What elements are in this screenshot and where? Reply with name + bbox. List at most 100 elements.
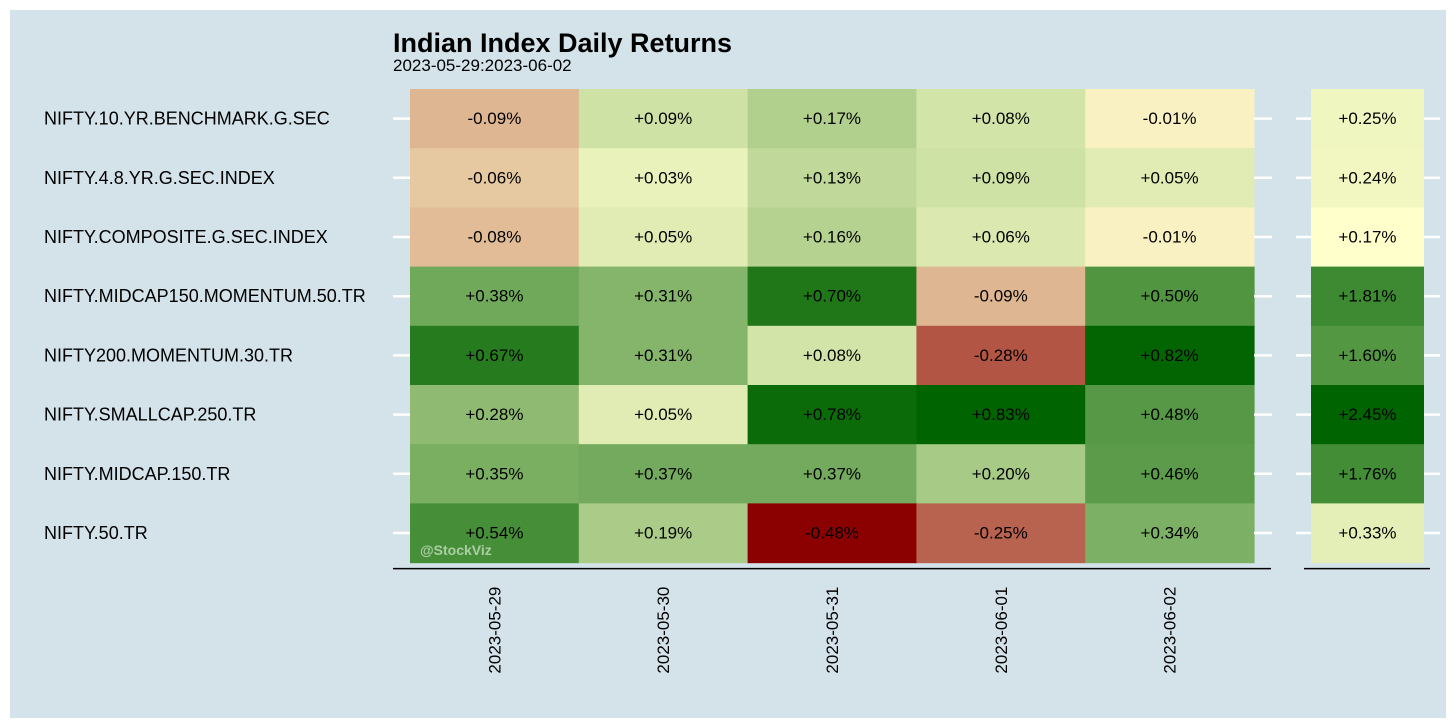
cell-value-label: +0.83% xyxy=(972,405,1030,424)
cell-value-label: -0.28% xyxy=(974,346,1028,365)
total-cell xyxy=(1311,325,1424,386)
chart-subtitle: 2023-05-29:2023-06-02 xyxy=(393,56,572,75)
cell-value-label: +0.05% xyxy=(1141,168,1199,187)
total-value-label: +0.25% xyxy=(1338,109,1396,128)
heatmap-cell xyxy=(578,89,749,149)
cell-value-label: +0.05% xyxy=(634,405,692,424)
row-label: NIFTY.50.TR xyxy=(44,523,148,543)
heatmap-cell xyxy=(916,503,1086,564)
row-label: NIFTY200.MOMENTUM.30.TR xyxy=(44,345,293,365)
x-tick-label: 2023-05-30 xyxy=(654,587,673,674)
axis-lines xyxy=(393,117,1440,570)
total-cell xyxy=(1311,266,1424,327)
heatmap-cell xyxy=(747,148,917,208)
row-label: NIFTY.10.YR.BENCHMARK.G.SEC xyxy=(44,109,330,129)
total-cell xyxy=(1311,89,1424,149)
heatmap-cell xyxy=(1085,444,1255,504)
heatmap-cell xyxy=(410,385,580,445)
cell-value-label: +0.09% xyxy=(634,109,692,128)
heatmap-cell xyxy=(1085,207,1255,268)
total-value-label: +0.24% xyxy=(1338,168,1396,187)
heatmap-cell xyxy=(1085,503,1255,564)
cell-value-label: +0.08% xyxy=(972,109,1030,128)
cell-value-label: +0.37% xyxy=(803,464,861,483)
cell-value-label: +0.05% xyxy=(634,228,692,247)
row-label: NIFTY.MIDCAP.150.TR xyxy=(44,464,230,484)
chart-title: Indian Index Daily Returns xyxy=(393,28,733,58)
heatmap-cell xyxy=(1085,148,1255,208)
cell-value-label: -0.01% xyxy=(1143,228,1197,247)
cell-value-label: +0.82% xyxy=(1141,346,1199,365)
heatmap-cell xyxy=(1085,266,1255,327)
total-value-label: +1.81% xyxy=(1338,287,1396,306)
x-tick-label: 2023-06-02 xyxy=(1161,587,1180,674)
cell-value-label: +0.09% xyxy=(972,168,1030,187)
heatmap-cell xyxy=(916,266,1086,327)
cell-value-label: +0.13% xyxy=(803,168,861,187)
heatmap-cell xyxy=(410,207,580,268)
cell-value-label: +0.16% xyxy=(803,228,861,247)
cell-value-label: -0.48% xyxy=(805,524,859,543)
heatmap-cell xyxy=(578,385,749,445)
total-cell xyxy=(1311,503,1424,564)
cell-value-label: +0.38% xyxy=(465,287,523,306)
cell-value-label: +0.48% xyxy=(1141,405,1199,424)
heatmap-cell xyxy=(916,148,1086,208)
x-tick-labels: 2023-05-29 2023-05-30 2023-05-31 2023-06-01… xyxy=(485,587,1179,674)
heatmap-cell xyxy=(578,503,749,564)
cell-value-label: +0.67% xyxy=(465,346,523,365)
cell-value-label: +0.31% xyxy=(634,346,692,365)
x-tick-label: 2023-05-31 xyxy=(823,587,842,674)
cell-value-label: -0.25% xyxy=(974,524,1028,543)
row-label: NIFTY.COMPOSITE.G.SEC.INDEX xyxy=(44,227,328,247)
cell-value-label: -0.09% xyxy=(467,109,521,128)
cell-value-label: +0.28% xyxy=(465,405,523,424)
x-tick-label: 2023-05-29 xyxy=(485,587,504,674)
totals-cells: +0.25% +0.24% +0.17% +1.81% +1.60% +2.45% +1.7… xyxy=(1311,89,1424,564)
cell-value-label: +0.50% xyxy=(1141,287,1199,306)
heatmap-cell xyxy=(747,444,917,504)
cell-value-label: +0.31% xyxy=(634,287,692,306)
heatmap-cell xyxy=(747,89,917,149)
heatmap-cell xyxy=(578,266,749,327)
total-cell xyxy=(1311,444,1424,504)
heatmap-cell xyxy=(410,89,580,149)
cell-value-label: +0.54% xyxy=(465,524,523,543)
cell-value-label: -0.08% xyxy=(467,228,521,247)
heatmap-cell xyxy=(578,148,749,208)
heatmap-cell xyxy=(916,444,1086,504)
cell-value-label: +0.20% xyxy=(972,464,1030,483)
cell-value-label: +0.19% xyxy=(634,524,692,543)
cell-value-label: -0.01% xyxy=(1143,109,1197,128)
heatmap-cell xyxy=(1085,325,1255,386)
heatmap-cell xyxy=(410,148,580,208)
heatmap-cell xyxy=(410,325,580,386)
cell-value-label: +0.08% xyxy=(803,346,861,365)
cell-value-label: +0.37% xyxy=(634,464,692,483)
cell-value-label: +0.03% xyxy=(634,168,692,187)
cell-value-label: +0.35% xyxy=(465,464,523,483)
cell-value-label: +0.06% xyxy=(972,228,1030,247)
row-label: NIFTY.MIDCAP150.MOMENTUM.50.TR xyxy=(44,286,366,306)
total-value-label: +0.17% xyxy=(1338,228,1396,247)
x-tick-label: 2023-06-01 xyxy=(992,587,1011,674)
heatmap-cell xyxy=(747,207,917,268)
heatmap-cell xyxy=(410,444,580,504)
watermark-text: @StockViz xyxy=(420,542,492,558)
heatmap-cell xyxy=(578,325,749,386)
total-cell xyxy=(1311,385,1424,445)
cell-value-label: +0.34% xyxy=(1141,524,1199,543)
heatmap-cell xyxy=(747,266,917,327)
total-value-label: +0.33% xyxy=(1338,524,1396,543)
row-labels: NIFTY.10.YR.BENCHMARK.G.SEC NIFTY.4.8.YR.… xyxy=(44,109,366,543)
cell-value-label: -0.09% xyxy=(974,287,1028,306)
total-cell xyxy=(1311,207,1424,268)
cell-value-label: -0.06% xyxy=(467,168,521,187)
cell-value-label: +0.46% xyxy=(1141,464,1199,483)
total-value-label: +2.45% xyxy=(1338,405,1396,424)
heatmap-cells: -0.09% +0.09% +0.17% +0.08% -0.01% -0.06% +0.0… xyxy=(410,89,1255,564)
total-value-label: +1.60% xyxy=(1338,346,1396,365)
heatmap-cell xyxy=(410,266,580,327)
heatmap-cell xyxy=(916,325,1086,386)
heatmap-cell xyxy=(916,207,1086,268)
